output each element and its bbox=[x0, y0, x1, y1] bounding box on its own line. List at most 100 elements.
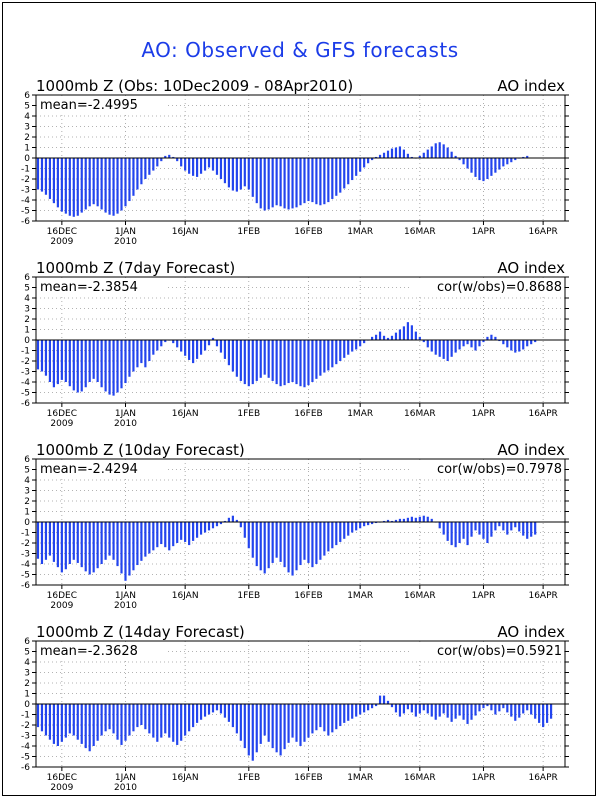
y-tick-label: -2 bbox=[21, 175, 30, 185]
bar bbox=[307, 704, 310, 738]
bar bbox=[52, 340, 55, 388]
bar bbox=[458, 340, 461, 350]
bar bbox=[144, 522, 147, 557]
bar bbox=[164, 155, 167, 158]
bar bbox=[307, 522, 310, 563]
bar bbox=[430, 340, 433, 352]
bar bbox=[323, 704, 326, 732]
x-tick-label: 1FEB bbox=[237, 773, 260, 783]
bar bbox=[108, 704, 111, 730]
bar bbox=[490, 334, 493, 340]
bar bbox=[283, 704, 286, 750]
bar bbox=[374, 156, 378, 158]
bar bbox=[120, 522, 123, 574]
bar bbox=[510, 158, 513, 163]
panel-right-title: AO index bbox=[497, 441, 565, 459]
bar bbox=[434, 704, 437, 720]
bar bbox=[351, 522, 354, 533]
bar bbox=[136, 704, 139, 728]
bar bbox=[426, 149, 429, 158]
bar bbox=[172, 340, 175, 344]
bar bbox=[219, 704, 223, 714]
bar bbox=[311, 704, 314, 734]
y-tick-label: 2 bbox=[24, 133, 30, 143]
bar bbox=[347, 158, 350, 185]
x-tick-label: 16JAN bbox=[172, 773, 199, 783]
y-tick-label: 6 bbox=[24, 455, 30, 465]
bar bbox=[335, 340, 338, 365]
bar bbox=[386, 519, 390, 522]
bar bbox=[243, 704, 246, 749]
bar bbox=[52, 704, 55, 744]
bar bbox=[152, 340, 155, 355]
bar bbox=[430, 146, 433, 158]
bar bbox=[490, 704, 493, 711]
bar bbox=[323, 522, 326, 556]
bar bbox=[478, 340, 481, 347]
bar bbox=[199, 522, 203, 535]
x-tick-label: 16FEB bbox=[294, 227, 323, 237]
bar bbox=[271, 158, 274, 208]
y-tick-label: -5 bbox=[21, 753, 30, 763]
bar bbox=[231, 158, 234, 191]
bar bbox=[542, 704, 545, 728]
bar bbox=[374, 704, 378, 707]
bar bbox=[84, 704, 87, 749]
bar bbox=[494, 704, 497, 715]
bar bbox=[522, 522, 525, 536]
bar bbox=[263, 704, 266, 736]
bar bbox=[172, 156, 175, 158]
bar bbox=[514, 522, 517, 528]
bar bbox=[116, 340, 119, 393]
bar bbox=[64, 704, 67, 738]
bar bbox=[160, 158, 163, 162]
y-tick-label: 0 bbox=[24, 154, 30, 164]
bar bbox=[299, 158, 302, 206]
bar bbox=[219, 158, 223, 179]
bar bbox=[438, 522, 441, 529]
bar bbox=[184, 522, 187, 542]
bar bbox=[327, 704, 330, 736]
bar bbox=[96, 340, 99, 382]
bar bbox=[251, 522, 254, 558]
y-tick-label: -3 bbox=[21, 368, 30, 378]
bar bbox=[498, 158, 501, 170]
bar bbox=[287, 704, 290, 743]
x-tick-label: 1JAN bbox=[115, 227, 136, 237]
bar bbox=[315, 704, 318, 731]
bar bbox=[418, 516, 421, 522]
bar bbox=[450, 151, 453, 158]
bar bbox=[526, 522, 529, 539]
bar bbox=[80, 522, 83, 568]
mean-label-bg bbox=[38, 279, 166, 294]
bar bbox=[188, 704, 191, 732]
x-tick-label: 16DEC bbox=[47, 591, 77, 601]
panel-right-title: AO index bbox=[497, 259, 565, 277]
bar bbox=[347, 340, 350, 355]
bar bbox=[518, 704, 521, 718]
bar bbox=[319, 158, 322, 206]
y-tick-label: 2 bbox=[24, 497, 30, 507]
bar bbox=[100, 158, 103, 210]
bar bbox=[319, 522, 322, 560]
bar bbox=[490, 158, 493, 176]
bar bbox=[382, 335, 386, 340]
panel-right-title: AO index bbox=[497, 77, 565, 95]
bar bbox=[406, 517, 409, 522]
bar bbox=[410, 156, 413, 158]
bar bbox=[160, 704, 163, 738]
bar bbox=[188, 340, 191, 360]
x-tick-label: 16APR bbox=[528, 409, 557, 419]
bar bbox=[279, 704, 282, 756]
bar bbox=[335, 704, 338, 730]
bar bbox=[231, 515, 234, 522]
bar bbox=[219, 340, 223, 353]
bar bbox=[44, 158, 48, 195]
y-tick-label: 0 bbox=[24, 336, 30, 346]
x-tick-year: 2009 bbox=[50, 419, 73, 429]
bar bbox=[60, 158, 63, 212]
x-tick-year: 2010 bbox=[114, 237, 137, 247]
bar bbox=[474, 704, 477, 716]
bar bbox=[36, 522, 40, 559]
